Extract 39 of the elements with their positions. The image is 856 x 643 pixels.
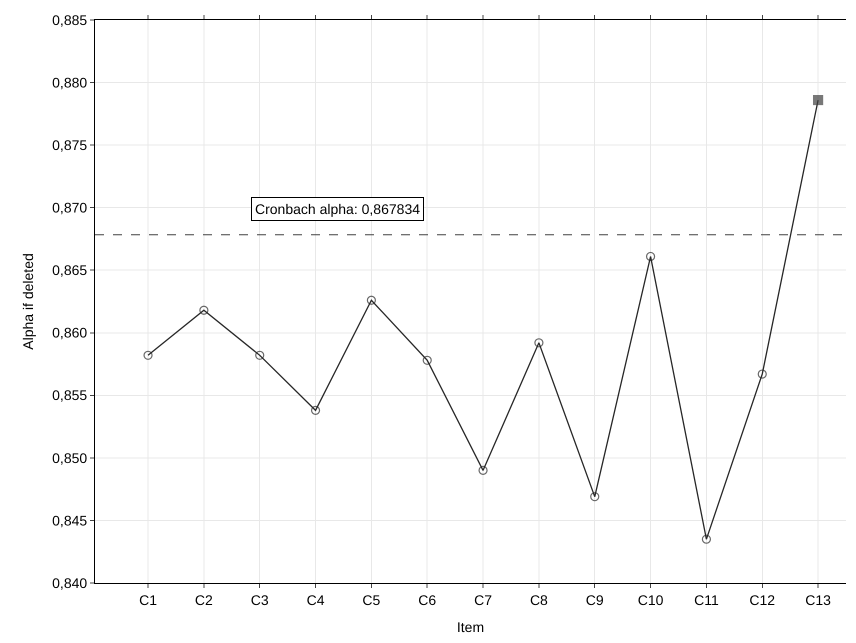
ref-line-label: Cronbach alpha: 0,867834 (255, 201, 420, 217)
x-tick-label: C11 (694, 592, 719, 608)
point (255, 350, 264, 360)
x-tick-label: C13 (805, 592, 832, 608)
x-tick-label: C2 (194, 592, 214, 608)
y-tick-label: 0,875 (52, 137, 88, 154)
y-axis-title: Alpha if deleted (20, 253, 36, 350)
x-tick-label: C1 (139, 592, 158, 608)
point (534, 338, 544, 348)
x-tick-label: C4 (306, 592, 325, 608)
point (422, 356, 432, 365)
point (758, 369, 767, 379)
y-tick-label: 0,885 (52, 12, 88, 28)
y-tick-label: 0,865 (52, 262, 88, 278)
x-tick-label: C8 (530, 592, 548, 608)
point (702, 534, 712, 544)
point (199, 306, 208, 315)
x-tick-label: C7 (474, 592, 492, 608)
point (646, 252, 656, 262)
x-tick-label: C6 (418, 592, 436, 608)
y-tick-label: 0,870 (52, 200, 88, 216)
y-tick-label: 0,845 (52, 512, 88, 528)
y-tick-label: 0,850 (52, 450, 88, 466)
x-axis-title: Item (456, 619, 484, 636)
point (366, 296, 376, 305)
x-tick-label: C9 (586, 592, 604, 608)
point (812, 94, 824, 106)
point (478, 466, 488, 475)
point (143, 350, 153, 360)
y-tick-label: 0,880 (52, 74, 88, 90)
x-tick-label: C5 (362, 592, 381, 608)
point (590, 492, 600, 502)
y-tick-label: 0,860 (52, 324, 88, 341)
y-tick-label: 0,855 (52, 387, 88, 404)
y-tick-label: 0,840 (52, 574, 88, 591)
x-tick-label: C3 (250, 592, 269, 608)
x-tick-label: C10 (638, 592, 664, 608)
point (310, 406, 320, 415)
x-tick-label: C12 (749, 592, 776, 608)
